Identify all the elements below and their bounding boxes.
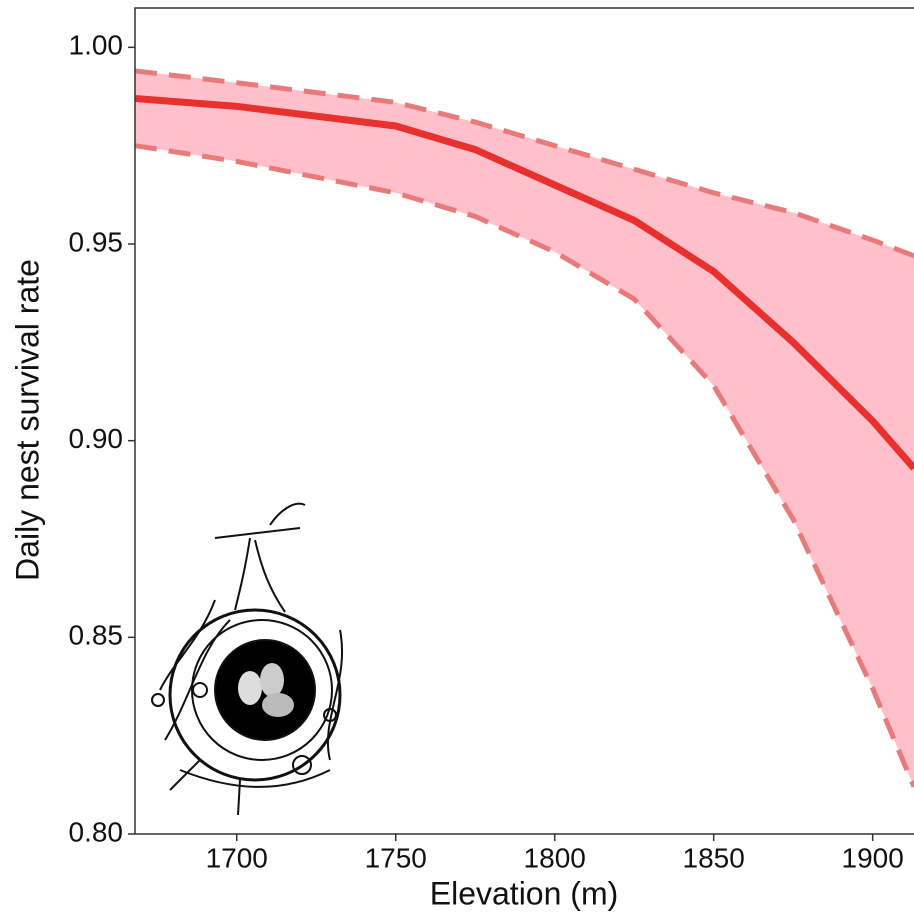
nest-illustration [151,502,344,816]
x-axis-label: Elevation (m) [430,875,619,911]
y-tick-label: 0.85 [69,620,124,651]
y-tick-label: 0.80 [69,816,124,847]
x-tick-label: 1750 [365,842,427,873]
y-tick-label: 0.90 [69,423,124,454]
y-tick-label: 1.00 [69,30,124,61]
x-tick-label: 1900 [842,842,904,873]
y-tick-label: 0.95 [69,226,124,257]
plot-frame [134,7,914,835]
ci-line [134,68,914,259]
estimate-line [134,94,914,471]
plot-area [134,68,914,788]
ci-line [134,143,914,788]
x-tick-label: 1800 [524,842,586,873]
x-tick-label: 1700 [206,842,268,873]
x-tick-label: 1850 [683,842,745,873]
confidence-band [135,70,914,787]
y-axis-label: Daily nest survival rate [9,259,45,581]
